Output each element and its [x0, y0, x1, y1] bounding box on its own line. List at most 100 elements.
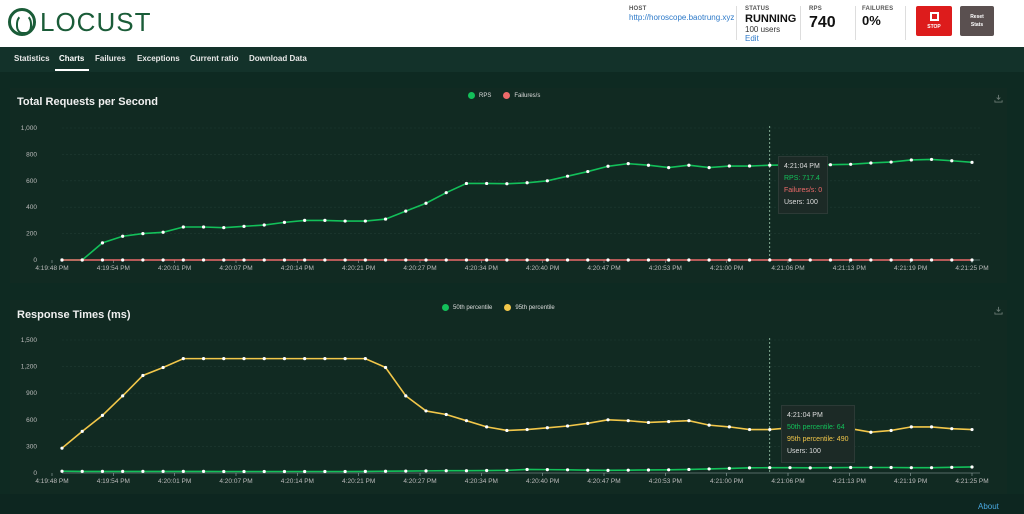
data-point [646, 163, 651, 167]
data-point [626, 162, 630, 166]
data-point [565, 424, 570, 428]
tab-download-data[interactable]: Download Data [249, 54, 307, 63]
stop-button[interactable]: STOP [916, 6, 952, 36]
y-tick-label: 800 [26, 151, 37, 158]
data-point [646, 258, 651, 262]
x-tick-label: 4:20:07 PM [219, 478, 252, 485]
data-point [222, 469, 226, 474]
data-point [485, 425, 489, 429]
data-point [525, 467, 529, 472]
tooltip-line: RPS: 717.4 [784, 175, 820, 182]
data-point [788, 466, 792, 470]
data-point [626, 258, 630, 262]
tooltip-line: Failures/s: 0 [784, 187, 823, 194]
y-tick-label: 200 [26, 231, 37, 238]
download-icon[interactable] [994, 306, 1003, 315]
tab-current-ratio[interactable]: Current ratio [190, 54, 239, 63]
data-point [788, 258, 792, 262]
data-point [909, 425, 913, 429]
data-point [929, 258, 934, 262]
data-point [505, 182, 509, 186]
y-tick-label: 400 [26, 204, 37, 211]
about-link[interactable]: About [978, 502, 999, 511]
header-divider [905, 6, 906, 40]
data-point [100, 413, 105, 417]
legend-item[interactable]: 95th percentile [504, 304, 555, 311]
chart-tooltip: 4:21:04 PM 50th percentile: 64 95th perc… [781, 405, 855, 463]
users-count: 100 users [745, 25, 781, 34]
data-point [707, 467, 711, 471]
data-point [262, 357, 266, 361]
x-tick-label: 4:21:19 PM [894, 478, 927, 485]
data-point [181, 357, 185, 361]
data-point [343, 357, 347, 361]
data-point [242, 224, 246, 228]
data-point [485, 258, 489, 262]
host-link[interactable]: http://horoscope.baotrung.xyz [629, 13, 735, 22]
data-point [141, 469, 145, 474]
data-point [424, 201, 428, 205]
data-point [201, 225, 206, 229]
x-tick-label: 4:20:21 PM [342, 478, 375, 485]
reset-stats-label: Reset Stats [970, 14, 984, 28]
data-point [545, 258, 549, 262]
chart-tooltip: 4:21:04 PM RPS: 717.4 Failures/s: 0 User… [778, 156, 829, 214]
y-tick-label: 600 [26, 417, 37, 424]
y-tick-label: 1,500 [21, 337, 38, 344]
legend-item[interactable]: 50th percentile [442, 304, 492, 311]
footer [0, 494, 1024, 514]
legend-item[interactable]: RPS [468, 92, 491, 99]
tooltip-line: Users: 100 [784, 199, 818, 206]
tab-failures[interactable]: Failures [95, 54, 126, 63]
data-point [667, 468, 671, 472]
data-point [363, 469, 367, 474]
data-point [606, 164, 610, 168]
locust-logo[interactable]: LOCUST [8, 7, 151, 37]
tab-charts[interactable]: Charts [59, 54, 85, 63]
data-point [141, 258, 145, 262]
data-point [687, 419, 691, 423]
data-point [747, 427, 752, 432]
data-point [545, 426, 549, 430]
data-point [646, 420, 651, 425]
data-point [424, 258, 428, 262]
data-point [343, 219, 347, 223]
data-point [383, 365, 388, 370]
data-point [383, 258, 388, 262]
x-tick-label: 4:21:06 PM [771, 478, 804, 485]
series-line [61, 466, 973, 473]
tab-exceptions[interactable]: Exceptions [137, 54, 180, 63]
data-point [323, 357, 327, 361]
reset-stats-button[interactable]: Reset Stats [960, 6, 994, 36]
data-point [727, 164, 731, 168]
data-point [727, 258, 731, 262]
stop-label: STOP [927, 24, 941, 30]
x-tick-label: 4:20:21 PM [342, 265, 375, 272]
data-point [808, 466, 812, 470]
data-point [485, 181, 489, 186]
data-point [464, 419, 469, 423]
legend-dot-icon [442, 304, 449, 311]
data-point [646, 468, 651, 472]
data-point [747, 258, 752, 262]
y-tick-label: 1,200 [21, 364, 38, 371]
y-tick-label: 0 [33, 257, 37, 264]
chart-title: Response Times (ms) [17, 309, 131, 321]
chart-legend: 50th percentile 95th percentile [442, 304, 563, 311]
data-point [869, 430, 873, 434]
legend-item[interactable]: Failures/s [503, 92, 540, 99]
data-point [80, 469, 84, 474]
x-tick-label: 4:21:13 PM [833, 265, 866, 272]
tab-statistics[interactable]: Statistics [14, 54, 50, 63]
data-point [808, 258, 812, 262]
active-tab-indicator [55, 69, 89, 71]
download-icon[interactable] [994, 94, 1003, 103]
data-point [950, 159, 954, 163]
data-point [768, 258, 772, 262]
chart-legend: RPS Failures/s [468, 92, 548, 99]
edit-link[interactable]: Edit [745, 34, 759, 43]
data-point [424, 469, 428, 473]
response-times-chart: 0 300 600 900 1,200 1,500 4:19:48 PM 4:19:54 PM… [21, 337, 989, 485]
data-point [768, 427, 772, 432]
x-tick-label: 4:20:27 PM [403, 265, 436, 272]
